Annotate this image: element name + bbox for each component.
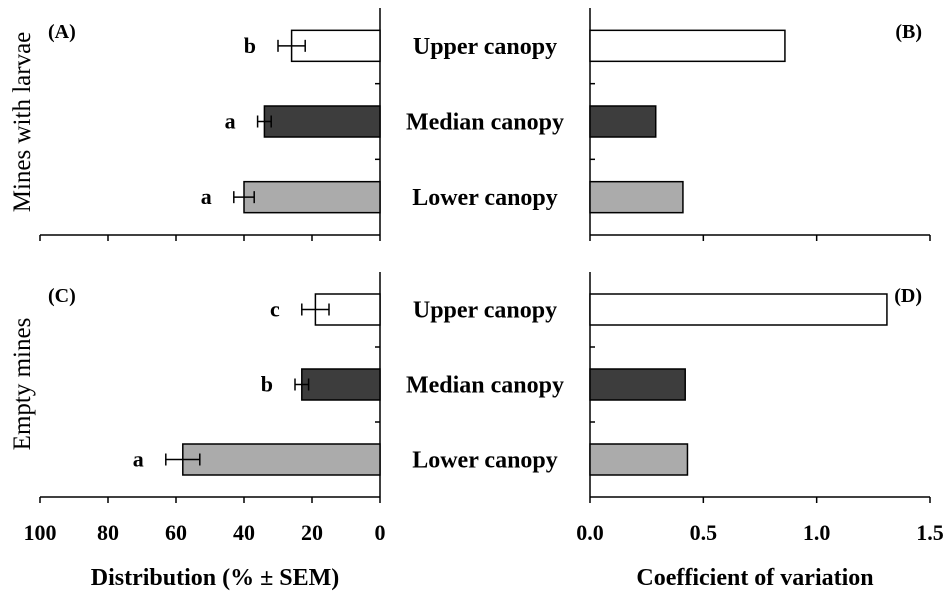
bar-median-canopy: [589, 368, 686, 401]
bar-lower-canopy: [243, 180, 381, 214]
panel-d: (D): [589, 272, 931, 503]
x-tick-label: 40: [233, 520, 255, 545]
x-tick-label: 0.5: [690, 520, 718, 545]
x-tick-label: 1.0: [803, 520, 831, 545]
bar-lower-canopy: [182, 443, 381, 476]
row-title-empty-mines: Empty mines: [9, 318, 36, 451]
bar-lower-canopy: [589, 443, 689, 476]
category-label: Upper canopy: [413, 298, 557, 324]
category-labels: Upper canopy Median canopy Lower canopy Upp…: [406, 34, 564, 474]
x-tick-labels: 100 80 60 40 20 0 0.0 0.5 1.0 1.5: [24, 520, 944, 545]
panel-label: (A): [48, 21, 76, 43]
x-tick-label: 1.5: [916, 520, 944, 545]
bar-lower-canopy: [589, 180, 684, 214]
panel-c: c b a (C): [39, 272, 381, 503]
significance-letter: b: [261, 372, 273, 397]
bar-median-canopy: [301, 368, 381, 401]
panel-label: (D): [894, 285, 922, 307]
x-axis-title-left: Distribution (% ± SEM): [91, 565, 340, 591]
bar-upper-canopy: [290, 29, 381, 63]
x-tick-label: 0: [375, 520, 386, 545]
x-axis-title-right: Coefficient of variation: [636, 565, 873, 591]
x-tick-label: 100: [24, 520, 57, 545]
category-label: Median canopy: [406, 110, 564, 136]
category-label: Median canopy: [406, 373, 564, 399]
panel-label: (C): [48, 285, 76, 307]
bar-median-canopy: [589, 105, 657, 138]
category-label: Lower canopy: [412, 448, 558, 474]
category-label: Lower canopy: [412, 185, 558, 211]
x-tick-label: 80: [97, 520, 119, 545]
significance-letter: c: [270, 297, 280, 322]
significance-letter: b: [244, 33, 256, 58]
panel-b: (B): [589, 8, 931, 241]
x-tick-label: 60: [165, 520, 187, 545]
bar-upper-canopy: [589, 29, 786, 63]
bar-upper-canopy: [589, 293, 888, 326]
significance-letter: a: [133, 447, 144, 472]
panel-a: b a a (A): [39, 8, 381, 241]
significance-letter: a: [201, 184, 212, 209]
x-tick-label: 20: [301, 520, 323, 545]
significance-letter: a: [225, 109, 236, 134]
x-tick-label: 0.0: [576, 520, 604, 545]
bar-median-canopy: [263, 105, 381, 138]
category-label: Upper canopy: [413, 34, 557, 60]
row-title-mines-with-larvae: Mines with larvae: [9, 32, 36, 213]
panel-label: (B): [895, 21, 922, 43]
